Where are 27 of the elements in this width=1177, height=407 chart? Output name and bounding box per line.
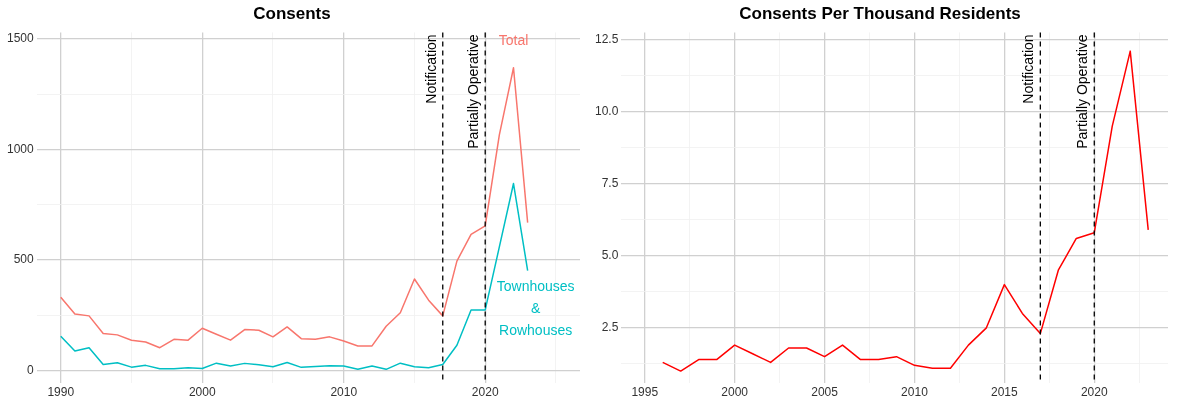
x-tick-label: 2010 bbox=[901, 385, 929, 400]
y-tick-label: 1000 bbox=[6, 141, 35, 156]
x-tick-label: 2005 bbox=[811, 385, 839, 400]
y-tick-label: 12.5 bbox=[595, 31, 619, 46]
x-tick-label: 2015 bbox=[991, 385, 1019, 400]
x-tick-label: 2000 bbox=[188, 385, 216, 400]
ref-line-label: Notification bbox=[1020, 34, 1037, 104]
y-tick-label: 10.0 bbox=[595, 103, 619, 118]
x-tick-label: 2020 bbox=[471, 385, 499, 400]
x-tick-label: 2000 bbox=[721, 385, 749, 400]
ref-line-label: Partially Operative bbox=[1074, 34, 1091, 149]
y-tick-label: 2.5 bbox=[601, 320, 619, 335]
y-tick-label: 1500 bbox=[6, 31, 35, 46]
x-tick-label: 1995 bbox=[631, 385, 659, 400]
y-tick-label: 7.5 bbox=[601, 176, 619, 191]
y-tick-label: 500 bbox=[13, 252, 35, 267]
ref-line-label: Notification bbox=[422, 34, 439, 104]
ref-line-label: Partially Operative bbox=[465, 34, 482, 149]
y-tick-label: 0 bbox=[27, 362, 35, 377]
x-tick-label: 2010 bbox=[330, 385, 358, 400]
x-tick-label: 1990 bbox=[47, 385, 75, 400]
series-label: Total bbox=[498, 32, 529, 49]
x-tick-label: 2020 bbox=[1080, 385, 1108, 400]
chart-title: Consents bbox=[253, 3, 331, 23]
chart-title: Consents Per Thousand Residents bbox=[739, 3, 1021, 23]
y-tick-label: 5.0 bbox=[601, 248, 619, 263]
series-label: Townhouses & Rowhouses bbox=[496, 278, 575, 339]
